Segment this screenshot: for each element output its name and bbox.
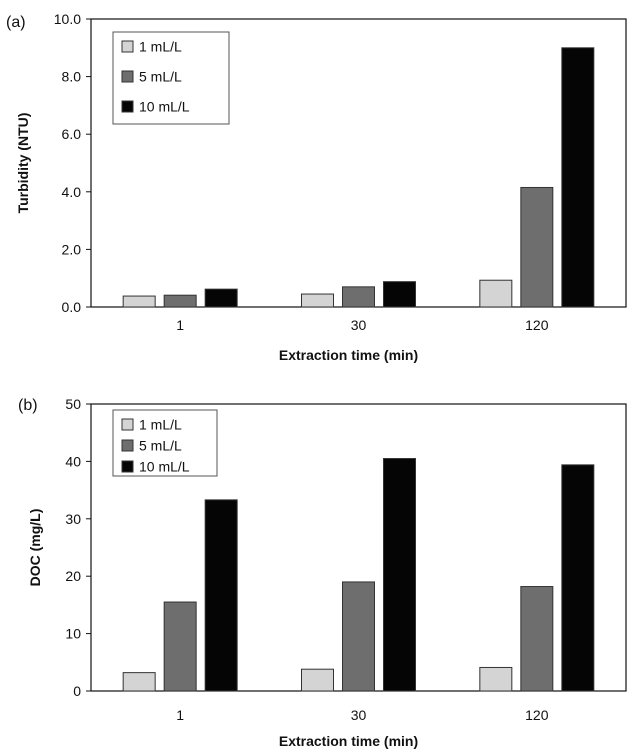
panel-label: (a) (6, 14, 26, 31)
legend-swatch (121, 70, 134, 83)
y-tick-label: 0.0 (62, 299, 82, 315)
legend-label: 5 mL/L (139, 438, 182, 454)
y-tick-label: 6.0 (62, 126, 82, 142)
bar (204, 288, 238, 308)
legend: 1 mL/L 5 mL/L 10 mL/L (112, 409, 218, 477)
x-tick-label: 30 (351, 707, 367, 723)
bar (122, 295, 156, 308)
legend-swatch (121, 439, 134, 452)
bar (520, 186, 554, 308)
y-tick-label: 0 (73, 683, 81, 699)
bar (383, 458, 416, 692)
chart-panel-1: 0.0 2.0 4.0 6.0 8.0 10.0 1 30 120 Extraction time… (6, 11, 627, 363)
y-tick-label: 2.0 (62, 241, 82, 257)
legend-swatch (121, 40, 134, 53)
legend-label: 5 mL/L (139, 69, 182, 85)
x-tick-label: 120 (525, 317, 549, 333)
legend-label: 1 mL/L (139, 417, 182, 433)
legend-label: 1 mL/L (139, 39, 182, 55)
bar (122, 672, 156, 692)
x-tick-label: 1 (176, 317, 184, 333)
x-axis-title: Extraction time (min) (279, 733, 418, 749)
y-tick-label: 40 (65, 453, 81, 469)
chart-panel-2: 0 10 20 30 40 50 1 30 120 Extraction time (min) DO… (18, 396, 627, 749)
bar (520, 586, 554, 692)
x-tick-label: 30 (351, 317, 367, 333)
bar (479, 279, 513, 308)
bar (479, 666, 513, 692)
legend-swatch (121, 100, 134, 113)
y-tick-label: 20 (65, 568, 81, 584)
x-tick-label: 1 (176, 707, 184, 723)
bar (301, 668, 334, 692)
y-axis-title: Turbidity (NTU) (15, 113, 31, 214)
bar (561, 47, 595, 308)
legend-swatch (121, 460, 134, 473)
bar (163, 601, 197, 692)
panel-label: (b) (18, 397, 38, 414)
y-tick-label: 4.0 (62, 184, 82, 200)
y-tick-label: 10.0 (54, 11, 81, 27)
x-tick-label: 120 (525, 707, 549, 723)
legend-swatch (121, 418, 134, 431)
y-tick-label: 50 (65, 396, 81, 412)
y-tick-label: 10 (65, 626, 81, 642)
bar (561, 464, 595, 692)
bar (301, 293, 334, 308)
bar (383, 281, 416, 308)
y-tick-label: 30 (65, 511, 81, 527)
bar (342, 286, 375, 308)
legend-label: 10 mL/L (139, 459, 190, 475)
bar (163, 294, 197, 308)
bar (342, 581, 375, 692)
legend-label: 10 mL/L (139, 99, 190, 115)
y-axis-title: DOC (mg/L) (27, 509, 43, 587)
y-tick-label: 8.0 (62, 69, 82, 85)
bar (204, 499, 238, 692)
legend: 1 mL/L 5 mL/L 10 mL/L (112, 31, 230, 125)
x-axis-title: Extraction time (min) (279, 347, 418, 363)
